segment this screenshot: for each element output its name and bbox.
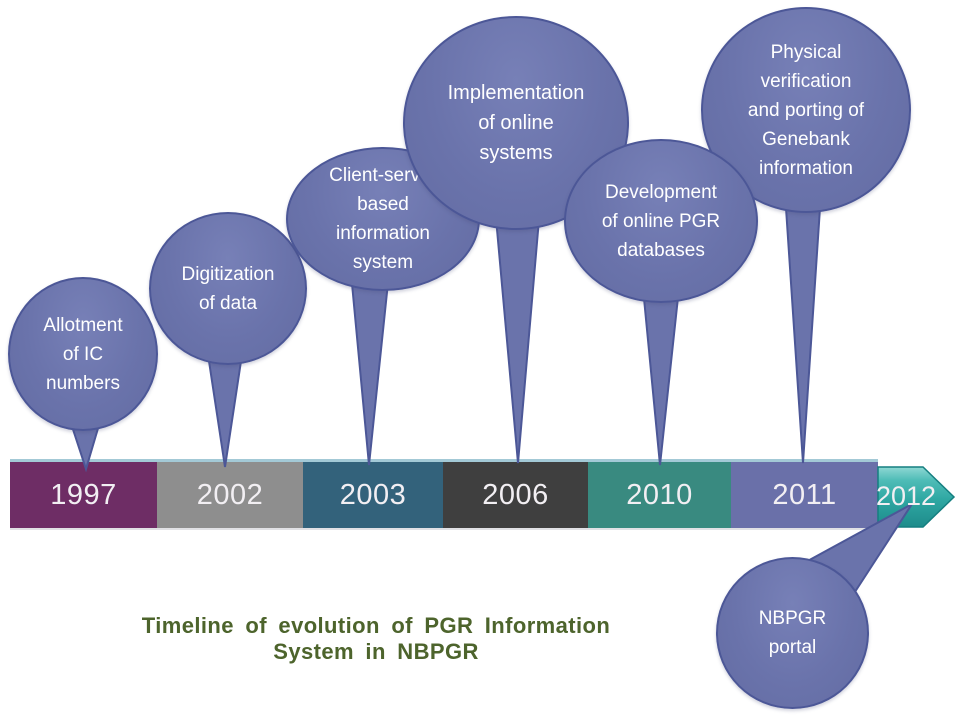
callout-tail-2010 — [641, 287, 681, 466]
callout-tail-2002 — [205, 347, 245, 468]
year-label-2006: 2006 — [482, 478, 549, 511]
year-label-2003: 2003 — [339, 478, 407, 511]
year-label-2012: 2012 — [875, 481, 937, 511]
callout-tail-2003 — [349, 272, 391, 466]
year-label-1997: 1997 — [50, 478, 117, 511]
callout-label: NBPGR portal — [758, 608, 827, 658]
timeline-segment-2011: 2011 — [731, 462, 878, 528]
callout-label: Client-server based information system — [329, 165, 437, 273]
callout-development-pgr-databases: Development of online PGR databases — [564, 139, 758, 303]
timeline-segment-2006: 2006 — [443, 462, 588, 528]
callout-nbpgr-portal: NBPGR portal — [716, 557, 869, 709]
callout-label: Physical verification and porting of Gen… — [747, 41, 865, 179]
callout-digitization-of-data: Digitization of data — [149, 212, 307, 365]
callout-label: Development of online PGR databases — [601, 181, 721, 261]
callout-label: Digitization of data — [181, 263, 275, 314]
year-label-2011: 2011 — [772, 478, 837, 511]
callout-tail-2006 — [492, 195, 543, 464]
callout-allotment-ic-numbers: Allotment of IC numbers — [8, 277, 158, 431]
callout-label: Allotment of IC numbers — [43, 314, 123, 394]
timeline-segment-2010: 2010 — [588, 462, 731, 528]
timeline-bar: 1997 2002 2003 2006 2010 2011 — [10, 459, 878, 528]
callout-tail-2011 — [783, 192, 823, 464]
slide-caption: Timeline of evolution of PGR Information… — [141, 613, 611, 664]
timeline-segment-2003: 2003 — [303, 462, 443, 528]
timeline-segment-2002: 2002 — [157, 462, 303, 528]
callout-label: Implementation of online systems — [447, 82, 585, 164]
timeline-segment-1997: 1997 — [10, 462, 157, 528]
year-label-2010: 2010 — [626, 478, 693, 511]
year-label-2002: 2002 — [196, 478, 264, 511]
